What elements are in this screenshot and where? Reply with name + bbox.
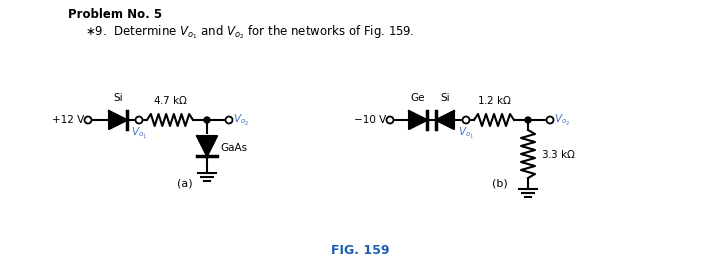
Text: 1.2 k$\Omega$: 1.2 k$\Omega$ [477,94,511,106]
Text: 4.7 k$\Omega$: 4.7 k$\Omega$ [153,94,187,106]
Circle shape [225,117,233,124]
Text: $V_{o_1}$: $V_{o_1}$ [458,126,474,141]
Text: Si: Si [440,93,450,103]
Polygon shape [197,136,217,156]
Polygon shape [409,111,427,129]
Text: Problem No. 5: Problem No. 5 [68,8,162,21]
Polygon shape [436,111,454,129]
Text: −10 V: −10 V [354,115,386,125]
Text: (b): (b) [492,179,508,189]
Circle shape [204,117,210,123]
Text: 3.3 k$\Omega$: 3.3 k$\Omega$ [541,148,576,160]
Text: $V_{o_2}$: $V_{o_2}$ [233,113,249,128]
Circle shape [546,117,554,124]
Text: (a): (a) [177,179,193,189]
Text: GaAs: GaAs [220,143,247,153]
Text: $V_{o_2}$: $V_{o_2}$ [554,113,570,128]
Text: +12 V: +12 V [52,115,84,125]
Text: $\ast$9.  Determine $V_{o_1}$ and $V_{o_2}$ for the networks of Fig. 159.: $\ast$9. Determine $V_{o_1}$ and $V_{o_2… [85,23,414,40]
Text: Si: Si [113,93,123,103]
Text: Ge: Ge [410,93,426,103]
Circle shape [525,117,531,123]
Polygon shape [109,111,127,129]
Circle shape [462,117,469,124]
Text: FIG. 159: FIG. 159 [330,244,390,256]
Circle shape [84,117,91,124]
Text: $V_{o_1}$: $V_{o_1}$ [131,126,147,141]
Circle shape [135,117,143,124]
Circle shape [387,117,394,124]
